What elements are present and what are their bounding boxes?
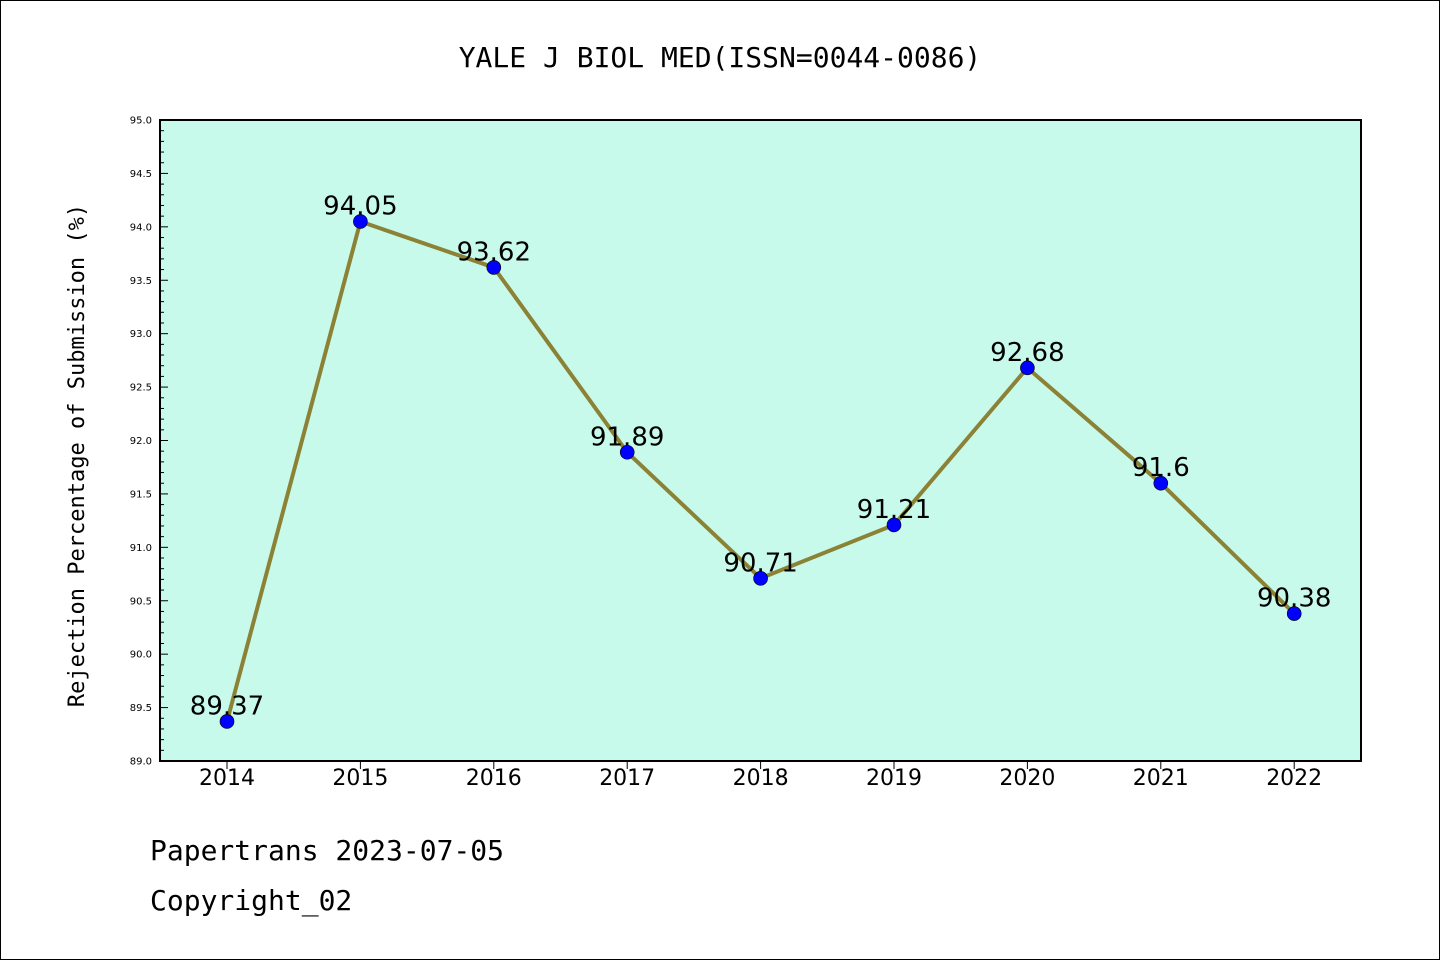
y-tick-label: 90.0 — [130, 650, 152, 661]
y-tick-label: 94.5 — [130, 169, 152, 180]
y-tick-label: 92.0 — [130, 436, 152, 447]
footer-date: Papertrans 2023-07-05 — [150, 834, 505, 867]
x-tick-label: 2016 — [466, 766, 522, 791]
x-axis: 2014 2015 2016 2017 2018 2019 2020 2021 2022 — [199, 761, 1322, 791]
data-label: 91.89 — [590, 422, 664, 452]
x-tick-label: 2014 — [199, 766, 255, 791]
y-tick-label: 91.5 — [130, 489, 152, 500]
data-label: 91.21 — [857, 495, 931, 525]
data-point — [619, 444, 635, 460]
y-tick-label: 92.5 — [130, 383, 152, 394]
y-tick-label: 89.0 — [130, 757, 152, 768]
y-tick-label: 93.0 — [130, 329, 152, 340]
data-point — [753, 571, 768, 586]
y-tick-label: 89.5 — [130, 703, 152, 714]
y-tick-label: 95.0 — [130, 116, 152, 127]
data-point — [1153, 475, 1169, 491]
data-point — [219, 714, 235, 729]
data-point — [886, 517, 902, 533]
x-tick-label: 2022 — [1266, 766, 1322, 791]
y-axis-label: Rejection Percentage of Submission (%) — [65, 204, 90, 707]
data-point — [353, 214, 368, 229]
data-label: 94.05 — [323, 191, 397, 221]
data-labels: 89.37 94.05 93.62 91.89 90.71 91.21 92.68 91.6 9… — [190, 191, 1332, 721]
data-label: 90.38 — [1257, 584, 1331, 614]
data-label: 91.6 — [1132, 453, 1190, 483]
y-tick-label: 94.0 — [130, 222, 152, 233]
data-label: 92.68 — [990, 338, 1064, 368]
x-tick-label: 2015 — [332, 766, 388, 791]
chart-title: YALE J BIOL MED(ISSN=0044-0086) — [459, 41, 982, 74]
data-label: 90.71 — [723, 548, 797, 578]
y-tick-label: 93.5 — [130, 276, 152, 287]
y-tick-label: 90.5 — [130, 596, 152, 607]
data-label: 89.37 — [190, 691, 264, 721]
x-tick-label: 2020 — [999, 766, 1055, 791]
y-axis: 89.0 89.5 90.0 90.5 91.0 91.5 92.0 92.5 93.0 93.5… — [130, 116, 168, 768]
y-tick-label: 91.0 — [130, 543, 152, 554]
x-tick-label: 2019 — [866, 766, 922, 791]
data-point — [1286, 606, 1302, 621]
data-point — [1020, 360, 1035, 376]
footer-copyright: Copyright_02 — [150, 884, 353, 917]
data-point — [486, 260, 502, 275]
data-label: 93.62 — [457, 237, 531, 267]
x-tick-label: 2021 — [1133, 766, 1189, 791]
series — [219, 214, 1302, 729]
x-tick-label: 2017 — [599, 766, 655, 791]
x-tick-label: 2018 — [733, 766, 789, 791]
